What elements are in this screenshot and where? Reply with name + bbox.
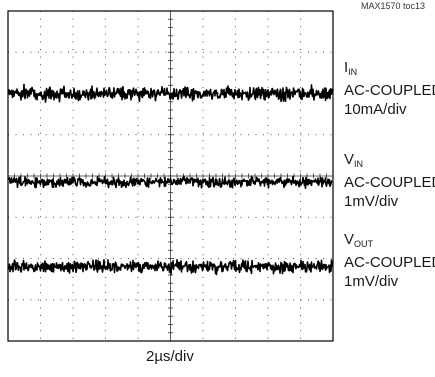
legend-vin: VIN AC-COUPLED 1mV/div (344, 151, 435, 211)
timebase-label: 2µs/div (146, 348, 194, 365)
legend-iin-coupling: AC-COUPLED (344, 82, 435, 99)
trace-vin (8, 175, 333, 190)
legend-vout: VOUT AC-COUPLED 1mV/div (344, 231, 435, 291)
legend-vout-name: VOUT (344, 231, 374, 249)
legend-iin-scale: 10mA/div (344, 101, 407, 118)
legend-vout-coupling: AC-COUPLED (344, 254, 435, 271)
figure-id: MAX1570 toc13 (360, 1, 425, 11)
legend-vin-scale: 1mV/div (344, 193, 399, 210)
legend-vin-coupling: AC-COUPLED (344, 174, 435, 191)
trace-vout (8, 258, 333, 276)
plot-frame (7, 10, 334, 342)
traces (8, 83, 333, 276)
legend-iin: IIN AC-COUPLED 10mA/div (344, 59, 435, 119)
legend-iin-name: IIN (344, 59, 358, 77)
legend-vout-scale: 1mV/div (344, 273, 399, 290)
legend-vin-name: VIN (344, 151, 364, 169)
trace-iin (8, 83, 333, 103)
grid (7, 10, 334, 342)
